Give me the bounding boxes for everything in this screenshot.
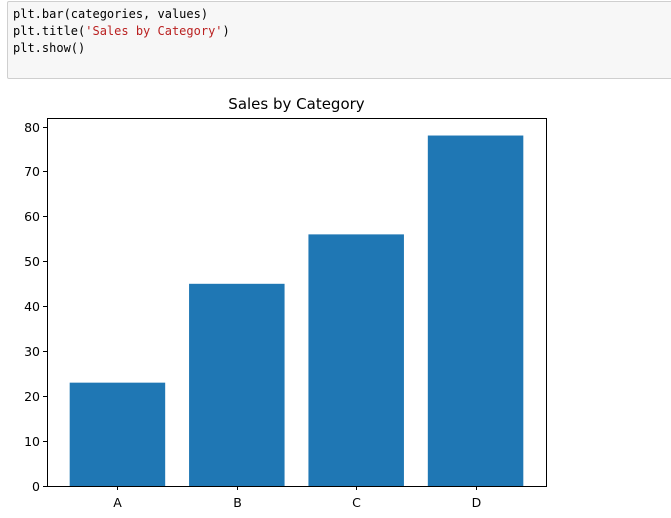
chart-title: Sales by Category (228, 95, 365, 113)
code-cell[interactable]: plt.bar(categories, values) plt.title('Sa… (7, 1, 671, 79)
y-tick-label: 30 (24, 344, 40, 359)
x-tick-label: A (113, 495, 122, 510)
code-token: plt.show() (13, 41, 86, 55)
plot-frame (47, 118, 547, 487)
bar-C (308, 234, 404, 486)
code-token: ) (222, 24, 230, 38)
code-line: plt.show() (13, 40, 230, 57)
y-tick-label: 40 (24, 299, 40, 314)
code-editor[interactable]: plt.bar(categories, values) plt.title('Sa… (13, 6, 230, 57)
y-tick-label: 20 (24, 389, 40, 404)
x-tick-label: D (472, 495, 482, 510)
code-token: plt.title( (13, 24, 86, 38)
y-tick-label: 60 (24, 209, 40, 224)
string-literal: 'Sales by Category' (85, 24, 223, 38)
y-tick-label: 50 (24, 254, 40, 269)
y-tick-label: 0 (32, 479, 40, 494)
y-tick-label: 80 (24, 120, 40, 135)
bar-B (189, 283, 285, 486)
code-line: plt.title('Sales by Category') (13, 23, 230, 40)
code-token: plt.bar(categories, values) (13, 7, 209, 21)
y-tick-label: 70 (24, 164, 40, 179)
bar-D (427, 135, 524, 486)
x-tick-label: B (233, 495, 242, 510)
bar-A (69, 382, 166, 486)
code-line: plt.bar(categories, values) (13, 6, 230, 23)
x-tick-label: C (352, 495, 361, 510)
y-tick-label: 10 (24, 434, 40, 449)
